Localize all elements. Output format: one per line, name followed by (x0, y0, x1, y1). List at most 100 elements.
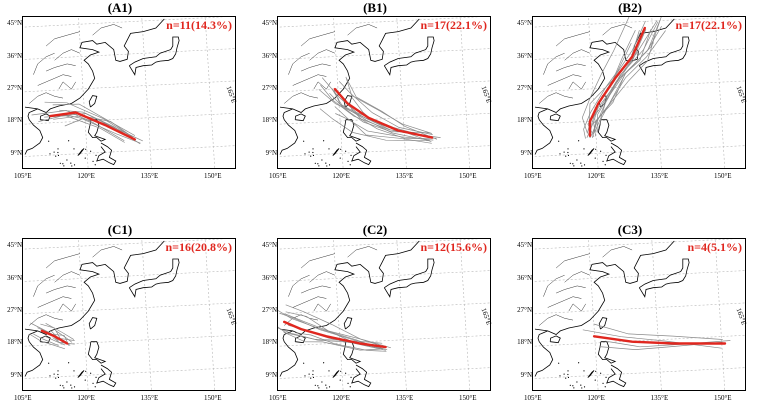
island-dot (308, 151, 310, 153)
latitude-gridline (278, 80, 490, 93)
island-dot (314, 384, 316, 386)
map-svg (278, 239, 490, 390)
province-border (313, 81, 331, 90)
island-dot (326, 165, 328, 167)
coastlines (279, 18, 435, 167)
island-dot (57, 376, 60, 379)
longitude-gridline (78, 239, 89, 390)
province-border (58, 303, 76, 312)
typhoon-track (582, 329, 722, 349)
coastlines (24, 240, 180, 389)
longitude-gridline (333, 239, 344, 390)
typhoon-track (333, 89, 431, 142)
province-border (556, 285, 586, 294)
province-border (54, 271, 80, 283)
typhoon-track (295, 332, 387, 352)
island-dot (62, 163, 64, 165)
island-dot (572, 163, 574, 165)
longitude-gridline (588, 239, 599, 390)
mean-track (333, 87, 434, 139)
map-frame (22, 238, 236, 391)
island-dot (581, 165, 583, 167)
latitude-label: 27°N (7, 306, 22, 315)
island-dot (312, 376, 315, 379)
province-border (309, 271, 335, 283)
individual-tracks (318, 76, 441, 144)
island-dot (572, 385, 574, 387)
panel-title: (A1) (107, 0, 133, 15)
coastline (279, 240, 420, 335)
latitude-label: 18°N (7, 116, 22, 125)
coastline (332, 370, 340, 378)
island-dot (558, 140, 560, 142)
province-border (284, 314, 319, 326)
latitude-label: 18°N (517, 338, 532, 347)
island-dot (73, 386, 76, 388)
island-dot (84, 157, 86, 159)
typhoon-track (345, 76, 433, 134)
coastline (549, 335, 561, 344)
typhoon-track (583, 42, 632, 139)
island-dot (559, 153, 561, 155)
longitude-label: 135°E (395, 394, 414, 402)
map-svg (533, 17, 745, 168)
mean-track (49, 111, 136, 141)
typhoon-track (346, 78, 438, 140)
coastline (39, 335, 51, 344)
province-border (301, 63, 331, 72)
graticule (278, 239, 490, 390)
longitude-label: 150°E (204, 394, 222, 402)
mean-track (592, 335, 727, 345)
coastline (351, 142, 372, 166)
island-dot (59, 162, 61, 164)
longitude-label: 120°E (332, 394, 350, 402)
island-dot (303, 140, 305, 142)
map-frame (22, 16, 236, 169)
island-dot (567, 151, 569, 154)
province-border (300, 253, 335, 269)
island-dot (49, 153, 51, 155)
province-border (33, 52, 55, 75)
track-count-label: n=17(22.1%) (675, 18, 742, 32)
province-border (602, 24, 633, 36)
island-dot (339, 157, 341, 159)
coastline (96, 364, 117, 388)
longitude-label: 105°E (269, 172, 287, 180)
island-dot (326, 387, 328, 389)
panel-c2: (C2) n=12(15.6%) 45°N 36°N 27°N 18°N 9°N 105°… (255, 222, 495, 402)
island-dot (339, 379, 341, 381)
island-dot (594, 157, 596, 159)
province-border (45, 253, 80, 269)
island-dot (63, 165, 65, 167)
longitude-gridline (651, 239, 662, 390)
longitude-label: 105°E (524, 172, 542, 180)
island-dot (49, 375, 51, 377)
typhoon-track (59, 109, 141, 145)
longitude-label: 120°E (332, 172, 350, 180)
province-border (568, 303, 586, 312)
coastline (549, 113, 561, 122)
panel-title: (C3) (617, 222, 643, 237)
coastline (87, 341, 107, 364)
province-border (564, 271, 590, 283)
panel-title: (C1) (107, 222, 133, 237)
province-border (568, 81, 586, 90)
island-dot (73, 370, 75, 372)
map-svg (533, 239, 745, 390)
island-dot (48, 140, 50, 142)
typhoon-track (62, 113, 143, 142)
latitude-label: 18°N (262, 116, 277, 125)
province-border (301, 285, 331, 294)
typhoon-track (605, 340, 731, 348)
island-dot (340, 370, 342, 372)
longitude-gridline (204, 239, 216, 390)
coastline (351, 364, 372, 388)
coastline (39, 113, 51, 122)
longitude-label: 150°E (204, 172, 222, 180)
longitude-label: 105°E (524, 394, 542, 402)
latitude-gridline (23, 48, 235, 60)
province-border (539, 92, 574, 104)
island-dot (563, 373, 565, 375)
coastline (534, 330, 554, 377)
panel-title: (B1) (363, 0, 387, 15)
